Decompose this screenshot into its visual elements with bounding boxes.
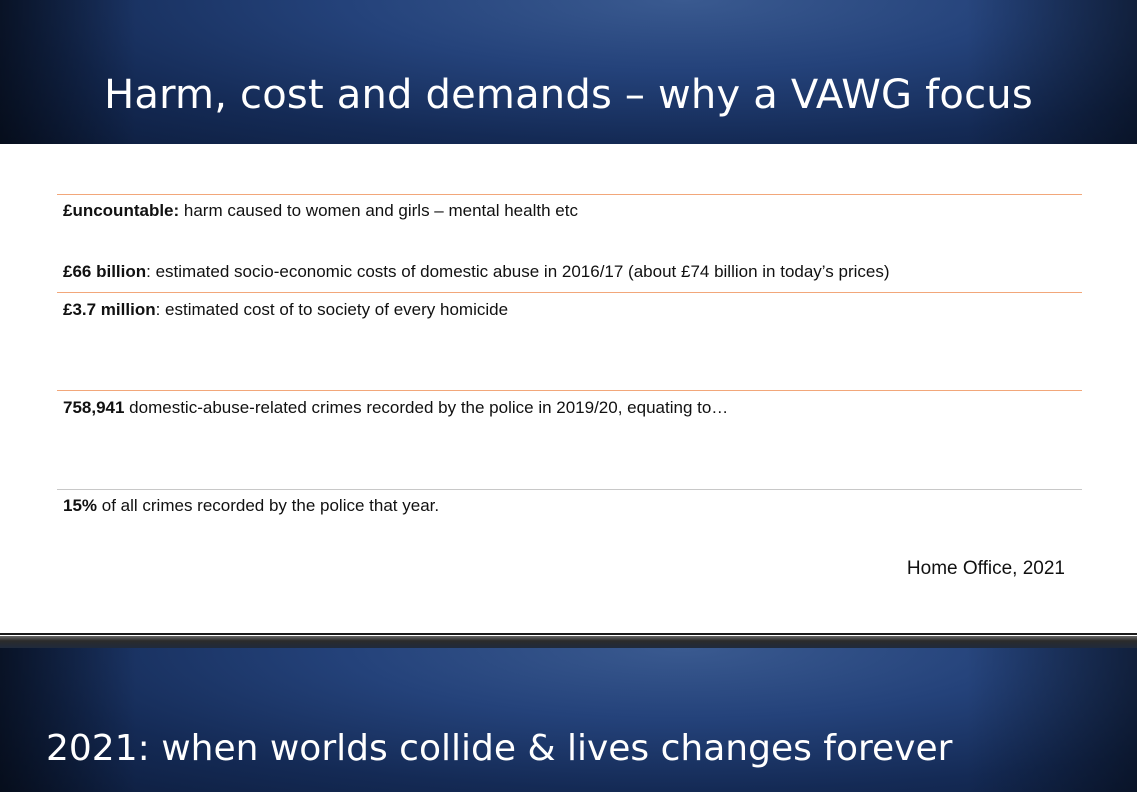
stat-description: : estimated cost of to society of every … bbox=[155, 300, 509, 319]
stat-row-uncountable: £uncountable: harm caused to women and g… bbox=[63, 199, 578, 223]
stat-row-66-billion: £66 billion: estimated socio-economic co… bbox=[63, 260, 890, 284]
stat-description: harm caused to women and girls – mental … bbox=[179, 201, 578, 220]
slide-title: Harm, cost and demands – why a VAWG focu… bbox=[104, 71, 1033, 118]
next-slide-title: 2021: when worlds collide & lives change… bbox=[46, 727, 953, 769]
slide-divider-strip bbox=[0, 636, 1137, 648]
table-rule bbox=[57, 292, 1082, 293]
table-rule bbox=[57, 390, 1082, 391]
stat-row-crimes-recorded: 758,941 domestic-abuse-related crimes re… bbox=[63, 396, 728, 420]
stat-figure: £uncountable: bbox=[63, 201, 180, 220]
stat-description: of all crimes recorded by the police tha… bbox=[97, 496, 440, 515]
stat-figure: £3.7 million bbox=[63, 300, 156, 319]
source-citation: Home Office, 2021 bbox=[906, 558, 1065, 579]
stat-description: : estimated socio-economic costs of dome… bbox=[146, 262, 890, 281]
table-rule bbox=[57, 489, 1082, 490]
stat-row-percentage: 15% of all crimes recorded by the police… bbox=[63, 494, 439, 518]
stat-figure: £66 billion bbox=[63, 262, 147, 281]
stat-description: domestic-abuse-related crimes recorded b… bbox=[124, 398, 729, 417]
table-rule bbox=[57, 194, 1082, 195]
stat-figure: 15% bbox=[63, 496, 98, 515]
next-slide-banner bbox=[0, 648, 1137, 792]
stat-row-homicide-cost: £3.7 million: estimated cost of to socie… bbox=[63, 298, 508, 322]
slide-divider bbox=[0, 633, 1137, 635]
title-banner bbox=[0, 0, 1137, 144]
stat-figure: 758,941 bbox=[63, 398, 125, 417]
